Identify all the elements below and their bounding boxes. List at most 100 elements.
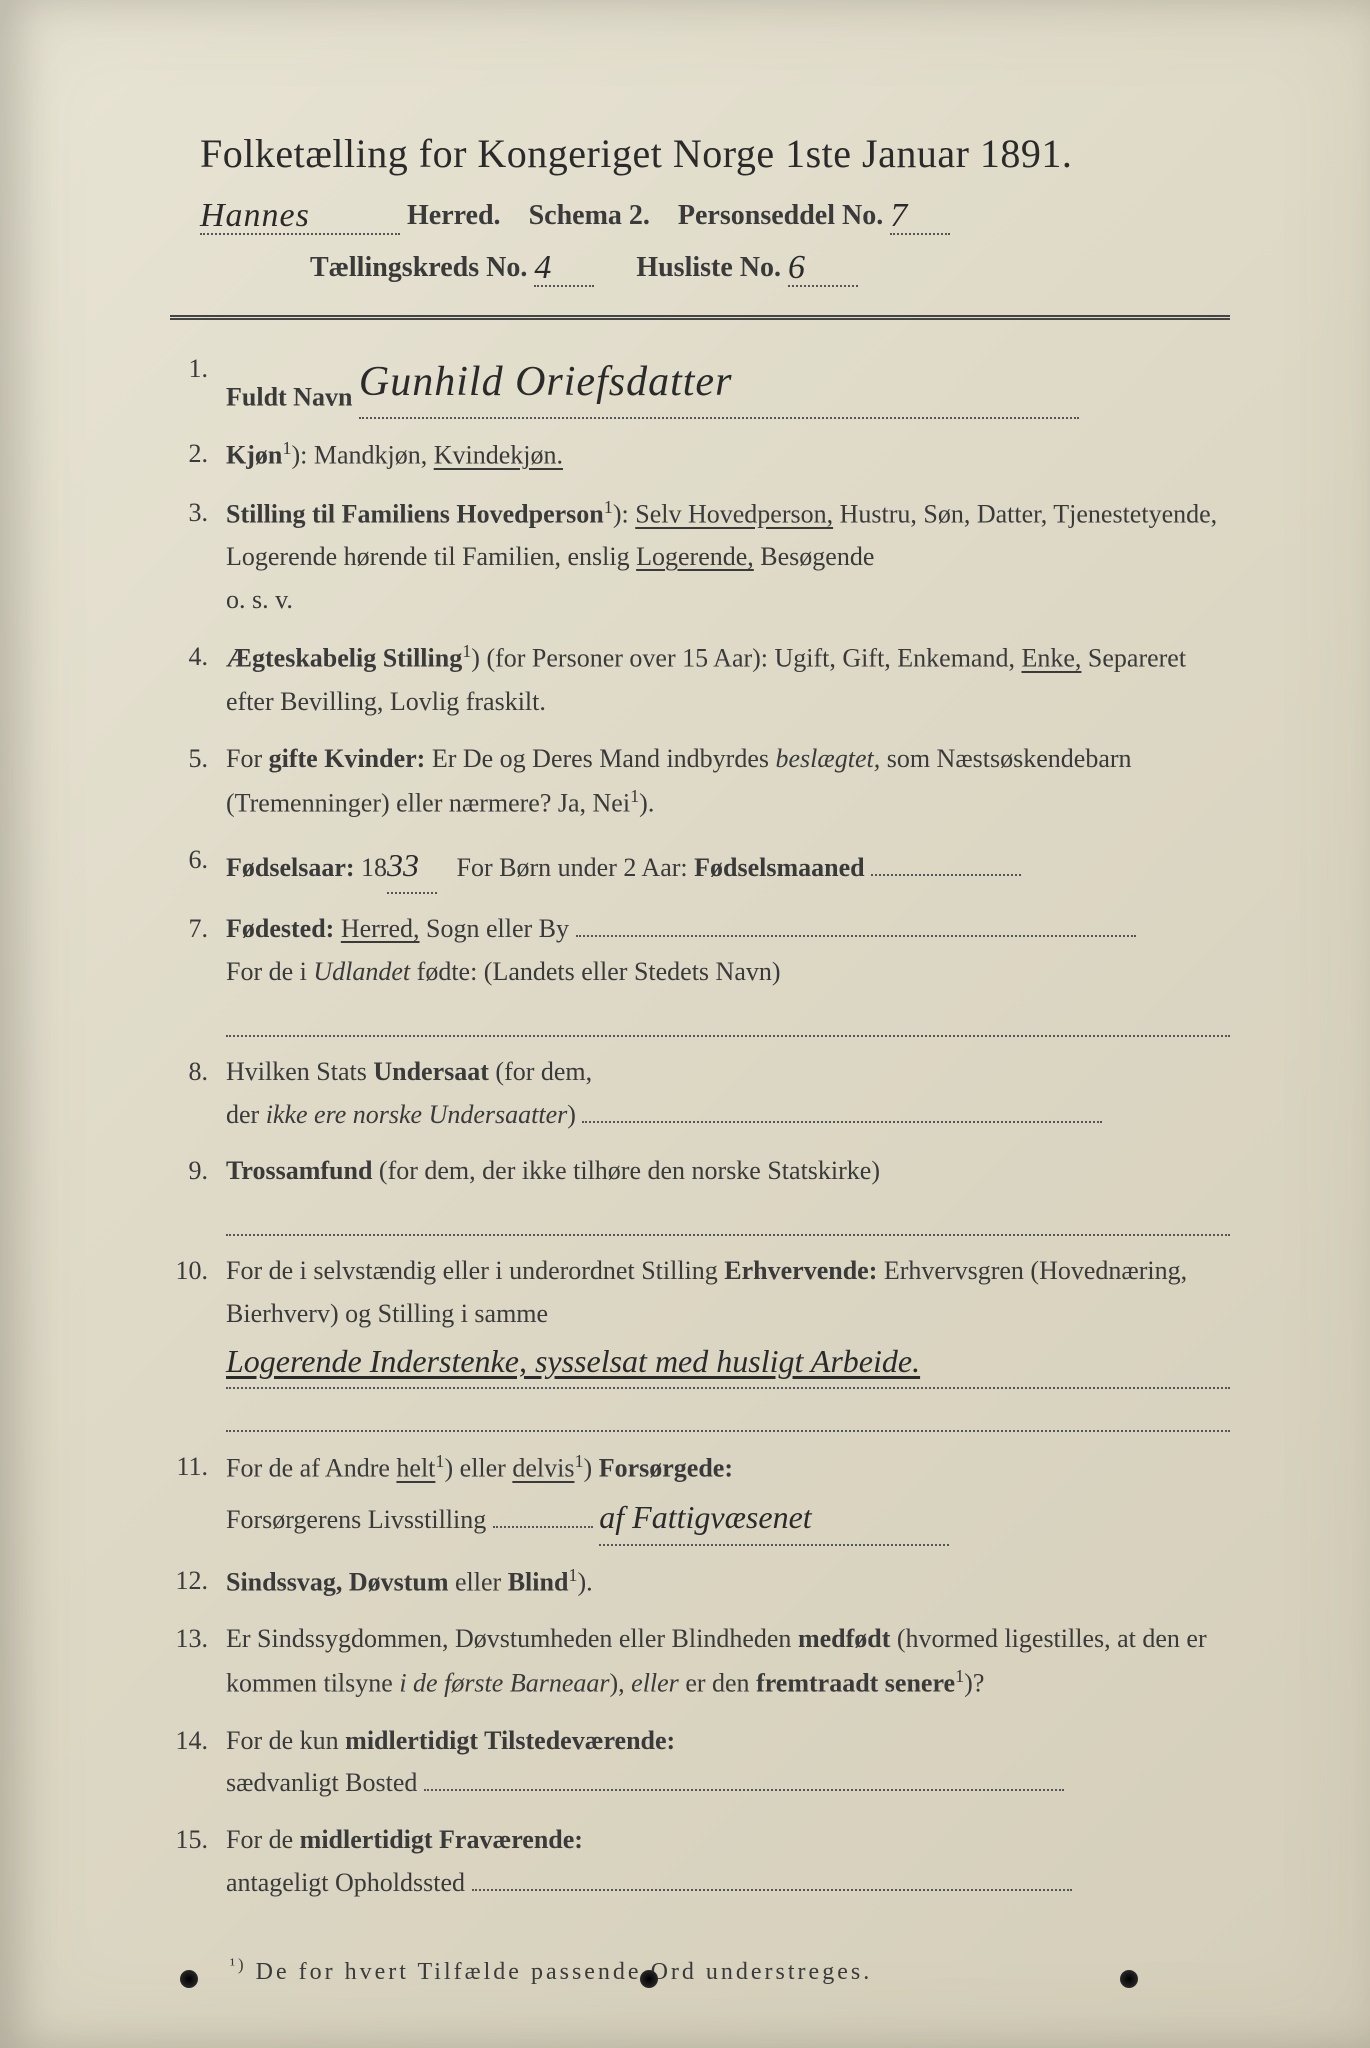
blank-field <box>576 935 1136 937</box>
blank-field <box>493 1526 593 1528</box>
label-trossamfund: Trossamfund <box>226 1156 372 1185</box>
text-udlandet: Udlandet <box>313 957 410 986</box>
text: For <box>226 744 269 773</box>
item-5: 5. For gifte Kvinder: Er De og Deres Man… <box>170 738 1230 825</box>
text: (for dem, <box>489 1057 592 1086</box>
text: Er Sindssygdommen, Døvstumheden eller Bl… <box>226 1624 798 1653</box>
text: ). <box>578 1567 593 1596</box>
blank-line <box>226 998 1230 1037</box>
blank-field <box>871 874 1021 876</box>
text: )? <box>964 1669 984 1698</box>
item-10: 10. For de i selvstændig eller i underor… <box>170 1250 1230 1432</box>
label-fuldt-navn: Fuldt Navn <box>226 382 352 411</box>
text: Er De og Deres Mand indbyrdes <box>425 744 775 773</box>
footnote: ¹) De for hvert Tilfælde passende Ord un… <box>170 1955 1230 1986</box>
blank-field <box>582 1121 1102 1123</box>
value-occupation: Logerende Inderstenke, sysselsat med hus… <box>226 1336 1230 1389</box>
text: der <box>226 1100 266 1129</box>
item-4: 4. Ægteskabelig Stilling1) (for Personer… <box>170 636 1230 723</box>
label-forsorger: Forsørgerens Livsstilling <box>226 1505 486 1534</box>
text: For de i selvstændig eller i underordnet… <box>226 1256 724 1285</box>
label-medfodt: medfødt <box>798 1624 890 1653</box>
item-number: 14. <box>170 1720 226 1806</box>
text: er den <box>679 1669 756 1698</box>
text: eller <box>449 1567 508 1596</box>
value-selv-hovedperson: Selv Hovedperson, <box>635 500 833 529</box>
text: Hvilken Stats <box>226 1057 373 1086</box>
text-ikke-norske: ikke ere norske Undersaatter <box>266 1100 568 1129</box>
item-11: 11. For de af Andre helt1) eller delvis1… <box>170 1446 1230 1545</box>
personseddel-no: 7 <box>890 197 908 234</box>
label-fodselsaar: Fødselsaar: <box>226 853 355 882</box>
husliste-label: Husliste No. <box>636 252 781 283</box>
kreds-label: Tællingskreds No. <box>310 252 527 283</box>
item-number: 9. <box>170 1150 226 1236</box>
text: ). <box>639 788 654 817</box>
label-undersaat: Undersaat <box>373 1057 489 1086</box>
blank-line <box>226 1393 1230 1432</box>
text-osv: o. s. v. <box>226 585 293 614</box>
value-delvis: delvis <box>512 1454 574 1483</box>
item-12: 12. Sindssvag, Døvstum eller Blind1). <box>170 1560 1230 1605</box>
label-fodselsmaaned: Fødselsmaaned <box>694 853 864 882</box>
footnote-text: De for hvert Tilfælde passende Ord under… <box>256 1959 873 1985</box>
schema-label: Schema 2. <box>529 200 650 231</box>
item-8: 8. Hvilken Stats Undersaat (for dem, der… <box>170 1051 1230 1137</box>
item-number: 11. <box>170 1446 226 1545</box>
herred-handwritten: Hannes <box>200 197 310 234</box>
item-15: 15. For de midlertidigt Fraværende: anta… <box>170 1819 1230 1905</box>
label-bosted: sædvanligt Bosted <box>226 1768 417 1797</box>
census-form-page: Folketælling for Kongeriget Norge 1ste J… <box>0 0 1370 2048</box>
item-number: 6. <box>170 839 226 894</box>
blank-field <box>472 1889 1072 1891</box>
text: (for dem, der ikke tilhøre den norske St… <box>372 1156 880 1185</box>
text: ), <box>609 1669 631 1698</box>
label-fodested: Fødested: <box>226 914 334 943</box>
husliste-no: 6 <box>788 249 806 286</box>
item-number: 1. <box>170 348 226 419</box>
label-fravaerende: midlertidigt Fraværende: <box>300 1825 583 1854</box>
text: ) <box>584 1454 599 1483</box>
value-kvindekjon: Kvindekjøn. <box>434 441 563 470</box>
text: ) <box>567 1100 576 1129</box>
value-herred: Herred, <box>341 914 420 943</box>
item-number: 7. <box>170 908 226 1037</box>
blank-field <box>424 1789 1064 1791</box>
value-enke: Enke, <box>1021 644 1081 673</box>
text: For de af Andre <box>226 1454 396 1483</box>
label-aegteskab: Ægteskabelig Stilling <box>226 644 462 673</box>
label-sindssvag: Sindssvag, Døvstum <box>226 1567 449 1596</box>
text: Sogn eller By <box>420 914 570 943</box>
footnote-marker: ¹) <box>230 1955 247 1974</box>
label-blind: Blind <box>508 1567 569 1596</box>
label-forsorgede: Forsørgede: <box>599 1454 733 1483</box>
punch-hole-icon <box>1120 1970 1138 1988</box>
value-forsorger: af Fattigvæsenet <box>599 1491 949 1546</box>
item-9: 9. Trossamfund (for dem, der ikke tilhør… <box>170 1150 1230 1236</box>
item-6: 6. Fødselsaar: 1833 For Børn under 2 Aar… <box>170 839 1230 894</box>
text-beslaegtet: beslægtet, <box>776 744 881 773</box>
text: For Børn under 2 Aar: <box>450 853 694 882</box>
header-row-1: Hannes Herred. Schema 2. Personseddel No… <box>170 195 1230 235</box>
text: 18 <box>355 853 388 882</box>
label-opholdssted: antageligt Opholdssted <box>226 1868 465 1897</box>
form-title: Folketælling for Kongeriget Norge 1ste J… <box>170 130 1230 177</box>
value-logerende: Logerende, <box>636 542 754 571</box>
text: For de kun <box>226 1726 345 1755</box>
punch-hole-icon <box>180 1970 198 1988</box>
item-number: 2. <box>170 433 226 478</box>
label-kjon: Kjøn <box>226 441 282 470</box>
item-14: 14. For de kun midlertidigt Tilstedevære… <box>170 1720 1230 1806</box>
herred-label: Herred. <box>407 200 501 231</box>
item-7: 7. Fødested: Herred, Sogn eller By For d… <box>170 908 1230 1037</box>
text: ) eller <box>445 1454 513 1483</box>
label-gifte-kvinder: gifte Kvinder: <box>269 744 426 773</box>
text: ) (for Personer over 15 Aar): Ugift, Gif… <box>471 644 1021 673</box>
text-eller: eller <box>631 1669 679 1698</box>
punch-hole-icon <box>640 1970 658 1988</box>
header-divider <box>170 315 1230 320</box>
item-number: 13. <box>170 1618 226 1705</box>
item-13: 13. Er Sindssygdommen, Døvstumheden elle… <box>170 1618 1230 1705</box>
value-year: 33 <box>387 839 437 894</box>
text: ): Mandkjøn, <box>291 441 433 470</box>
